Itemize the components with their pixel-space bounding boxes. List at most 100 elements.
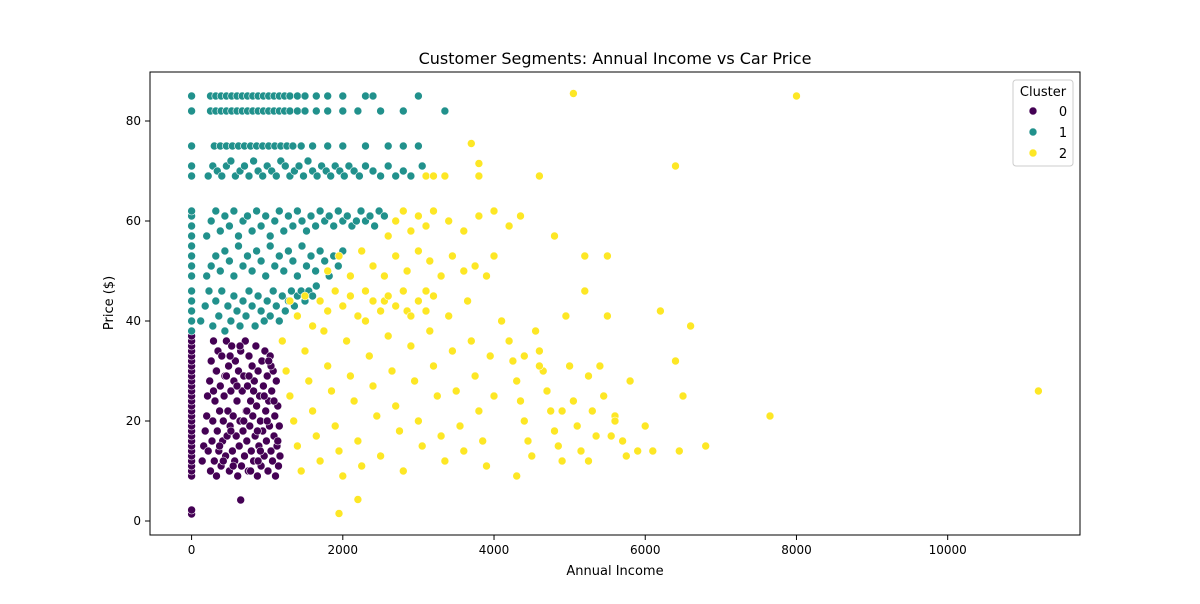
series-1 — [187, 91, 450, 336]
point-2-102 — [444, 216, 454, 226]
point-1-27 — [226, 316, 236, 326]
point-1-181 — [288, 141, 298, 151]
point-1-58 — [216, 266, 225, 276]
point-1-105 — [288, 221, 298, 231]
point-2-52 — [466, 336, 476, 346]
plot-frame — [149, 71, 1081, 536]
point-1-111 — [315, 206, 325, 216]
point-1-163 — [383, 161, 393, 171]
point-1-40 — [265, 311, 275, 321]
point-1-43 — [274, 316, 284, 326]
point-2-3 — [281, 366, 291, 376]
point-2-25 — [364, 351, 374, 361]
point-2-164 — [512, 471, 522, 481]
point-1-231 — [293, 91, 302, 101]
point-2-117 — [792, 91, 801, 101]
point-1-0 — [187, 326, 196, 336]
point-1-209 — [323, 106, 333, 116]
point-1-44 — [277, 291, 287, 301]
point-2-169 — [610, 416, 620, 426]
point-2-119 — [504, 336, 514, 346]
point-2-89 — [436, 271, 446, 281]
point-2-65 — [330, 286, 340, 296]
point-1-59 — [220, 246, 230, 256]
point-1-135 — [244, 171, 254, 181]
point-0-40 — [206, 356, 216, 366]
point-2-154 — [671, 356, 680, 366]
point-0-42 — [208, 416, 218, 426]
point-0-95 — [248, 411, 258, 421]
point-0-125 — [271, 471, 280, 481]
point-2-129 — [542, 386, 552, 396]
point-0-80 — [237, 461, 246, 471]
point-0-88 — [243, 381, 252, 391]
point-2-160 — [1034, 386, 1043, 396]
point-1-211 — [353, 106, 363, 116]
point-0-131 — [275, 451, 285, 461]
point-1-80 — [315, 246, 325, 256]
legend-label-0: 0 — [1059, 105, 1067, 120]
point-0-121 — [268, 456, 277, 466]
legend: Cluster 0 1 2 — [1012, 79, 1074, 167]
point-0-94 — [247, 361, 257, 371]
point-0-62 — [223, 406, 233, 416]
point-2-168 — [584, 456, 593, 466]
point-0-135 — [232, 381, 242, 391]
point-0-54 — [217, 351, 227, 361]
point-2-84 — [380, 271, 389, 281]
chart-title: Customer Segments: Annual Income vs Car … — [419, 49, 812, 68]
point-0-36 — [203, 391, 212, 401]
point-0-138 — [253, 426, 262, 436]
point-2-146 — [606, 431, 616, 441]
point-1-131 — [226, 156, 236, 166]
point-0-132 — [212, 366, 221, 376]
point-0-76 — [234, 366, 243, 376]
point-1-188 — [398, 141, 408, 151]
point-1-20 — [204, 286, 214, 296]
point-0-139 — [259, 391, 269, 401]
point-2-100 — [421, 221, 431, 231]
point-1-3 — [187, 296, 196, 306]
point-2-86 — [402, 266, 412, 276]
point-1-28 — [229, 291, 239, 301]
point-1-63 — [238, 261, 248, 271]
point-2-90 — [448, 251, 457, 261]
point-0-91 — [245, 421, 255, 431]
point-0-112 — [261, 406, 271, 416]
point-2-144 — [599, 391, 609, 401]
point-2-132 — [553, 441, 563, 451]
point-2-80 — [334, 251, 344, 261]
y-tick-label-0: 0 — [133, 514, 141, 528]
point-2-122 — [516, 396, 525, 406]
point-0-69 — [228, 411, 238, 421]
point-2-26 — [368, 381, 378, 391]
point-1-89 — [216, 226, 225, 236]
point-0-155 — [264, 356, 274, 366]
point-0-146 — [242, 406, 252, 416]
point-2-143 — [595, 361, 605, 371]
point-2-97 — [398, 206, 408, 216]
point-1-160 — [361, 161, 370, 171]
point-1-34 — [247, 301, 257, 311]
point-0-56 — [219, 416, 228, 426]
point-2-61 — [300, 291, 310, 301]
point-2-116 — [569, 89, 578, 98]
point-0-44 — [210, 456, 219, 466]
point-1-107 — [297, 216, 307, 226]
point-2-22 — [353, 436, 363, 446]
point-0-147 — [249, 386, 258, 396]
point-2-34 — [398, 466, 408, 476]
point-1-206 — [293, 106, 302, 116]
point-1-162 — [376, 171, 385, 181]
point-1-126 — [203, 171, 213, 181]
point-2-42 — [429, 361, 438, 371]
point-2-79 — [323, 266, 333, 276]
point-1-69 — [265, 241, 275, 251]
point-2-104 — [474, 211, 484, 221]
point-2-32 — [391, 401, 401, 411]
point-2-73 — [391, 301, 401, 311]
point-2-55 — [478, 436, 488, 446]
point-1-120 — [356, 206, 366, 216]
point-0-60 — [222, 336, 231, 346]
